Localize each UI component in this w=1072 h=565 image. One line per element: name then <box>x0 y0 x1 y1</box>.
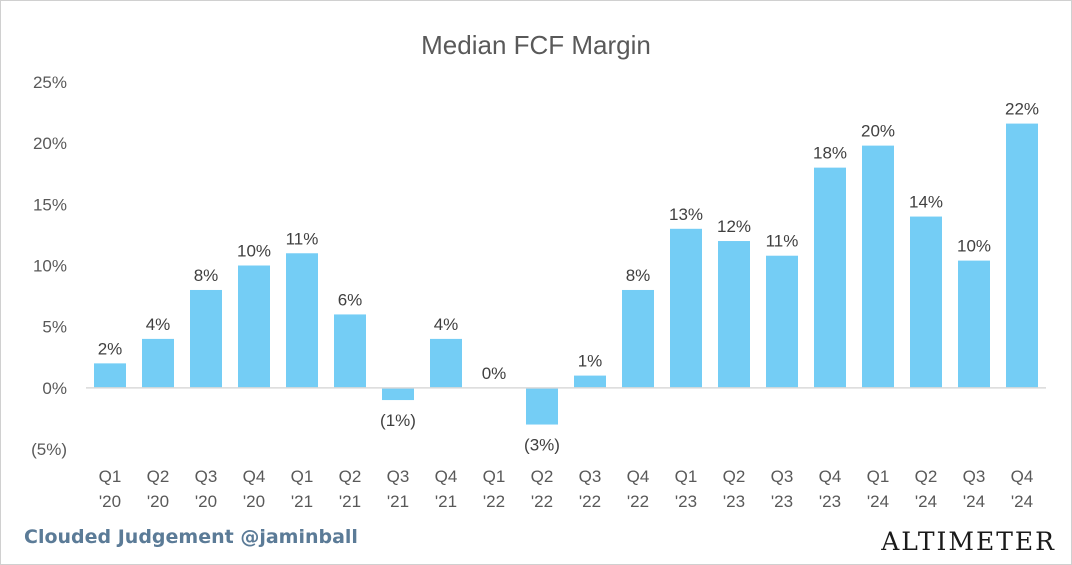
x-tick-label-quarter: Q4 <box>819 467 842 486</box>
x-tick-label-year: '24 <box>915 492 937 511</box>
x-tick-label-year: '20 <box>195 492 217 511</box>
x-tick-label-year: '20 <box>99 492 121 511</box>
chart-title: Median FCF Margin <box>421 30 651 60</box>
bar <box>334 314 366 388</box>
bar <box>286 253 318 388</box>
bar <box>526 387 558 425</box>
bar <box>622 289 654 388</box>
altimeter-logo: ALTIMETER <box>881 527 1056 556</box>
data-label: 22% <box>1005 100 1039 119</box>
data-labels: 2% 4% 8% 10% 11% 6% (1%) 4% 0% (3%) 1% 8% 13% 12% 11% 1… <box>98 100 1039 455</box>
bar <box>94 363 126 388</box>
data-label: 4% <box>146 315 171 334</box>
bar <box>910 216 942 388</box>
x-tick-label-year: '21 <box>291 492 313 511</box>
x-tick-label-quarter: Q3 <box>963 467 986 486</box>
y-tick-label: 20% <box>33 134 67 153</box>
data-label: 2% <box>98 339 123 358</box>
data-label: 20% <box>861 122 895 141</box>
x-tick-label-quarter: Q3 <box>771 467 794 486</box>
bar <box>718 241 750 388</box>
data-label: 8% <box>194 266 219 285</box>
x-tick-label-year: '21 <box>387 492 409 511</box>
x-tick-label-year: '24 <box>963 492 985 511</box>
x-tick-label-year: '22 <box>627 492 649 511</box>
x-tick-label-year: '20 <box>147 492 169 511</box>
x-tick-label-quarter: Q3 <box>195 467 218 486</box>
x-tick-label-quarter: Q2 <box>147 467 170 486</box>
x-tick-label-quarter: Q4 <box>435 467 458 486</box>
bar <box>1006 123 1038 388</box>
y-axis-ticks: 25% 20% 15% 10% 5% 0% (5%) <box>31 73 67 459</box>
y-tick-label: 0% <box>42 379 67 398</box>
x-tick-label-year: '23 <box>723 492 745 511</box>
data-label: 6% <box>338 290 363 309</box>
x-tick-label-quarter: Q2 <box>723 467 746 486</box>
x-tick-label-year: '21 <box>339 492 361 511</box>
data-label: 11% <box>286 229 319 248</box>
x-tick-label-quarter: Q1 <box>483 467 506 486</box>
x-tick-label-quarter: Q1 <box>291 467 314 486</box>
x-tick-label-year: '23 <box>771 492 793 511</box>
data-label: 10% <box>237 242 271 261</box>
x-tick-label-quarter: Q1 <box>99 467 122 486</box>
data-label: (1%) <box>380 411 416 430</box>
x-tick-label-quarter: Q4 <box>1011 467 1034 486</box>
x-tick-label-year: '24 <box>867 492 889 511</box>
data-label: 11% <box>766 232 799 251</box>
data-label: 8% <box>626 266 651 285</box>
bar <box>574 375 606 388</box>
bar <box>238 265 270 388</box>
bar <box>382 387 414 401</box>
data-label: 12% <box>717 217 751 236</box>
data-label: 18% <box>813 144 847 163</box>
data-label: 14% <box>909 193 943 212</box>
data-label: 1% <box>578 352 603 371</box>
y-tick-label: 25% <box>33 73 67 92</box>
bar <box>142 338 174 388</box>
bar <box>958 260 990 388</box>
x-tick-label-year: '21 <box>435 492 457 511</box>
bar <box>814 167 846 388</box>
y-tick-label: 10% <box>33 257 67 276</box>
x-tick-label-quarter: Q3 <box>579 467 602 486</box>
x-tick-label-quarter: Q1 <box>675 467 698 486</box>
y-tick-label: 5% <box>42 318 67 337</box>
source-credit: Clouded Judgement @jaminball <box>24 526 358 548</box>
x-tick-label-year: '22 <box>579 492 601 511</box>
x-tick-label-year: '22 <box>483 492 505 511</box>
data-label: 0% <box>482 364 507 383</box>
x-axis-labels: Q1 '20 Q2 '20 Q3 '20 Q4 '20 Q1 '21 Q2 '21 Q3 '21 Q4 '21… <box>99 467 1034 511</box>
y-tick-label: (5%) <box>31 440 67 459</box>
x-tick-label-quarter: Q3 <box>387 467 410 486</box>
x-tick-label-year: '23 <box>675 492 697 511</box>
x-tick-label-year: '23 <box>819 492 841 511</box>
data-label: 4% <box>434 315 459 334</box>
data-label: 10% <box>957 237 991 256</box>
bars <box>94 123 1038 425</box>
data-label: (3%) <box>524 436 560 455</box>
x-tick-label-quarter: Q4 <box>627 467 650 486</box>
x-tick-label-quarter: Q2 <box>915 467 938 486</box>
bar <box>766 255 798 388</box>
x-tick-label-quarter: Q1 <box>867 467 890 486</box>
bar <box>430 338 462 388</box>
x-tick-label-quarter: Q4 <box>243 467 266 486</box>
bar <box>190 289 222 388</box>
x-tick-label-year: '24 <box>1011 492 1033 511</box>
x-tick-label-year: '22 <box>531 492 553 511</box>
data-label: 13% <box>669 205 703 224</box>
bar <box>670 228 702 388</box>
x-tick-label-quarter: Q2 <box>339 467 362 486</box>
bar <box>862 145 894 388</box>
x-tick-label-quarter: Q2 <box>531 467 554 486</box>
y-tick-label: 15% <box>33 195 67 214</box>
x-tick-label-year: '20 <box>243 492 265 511</box>
